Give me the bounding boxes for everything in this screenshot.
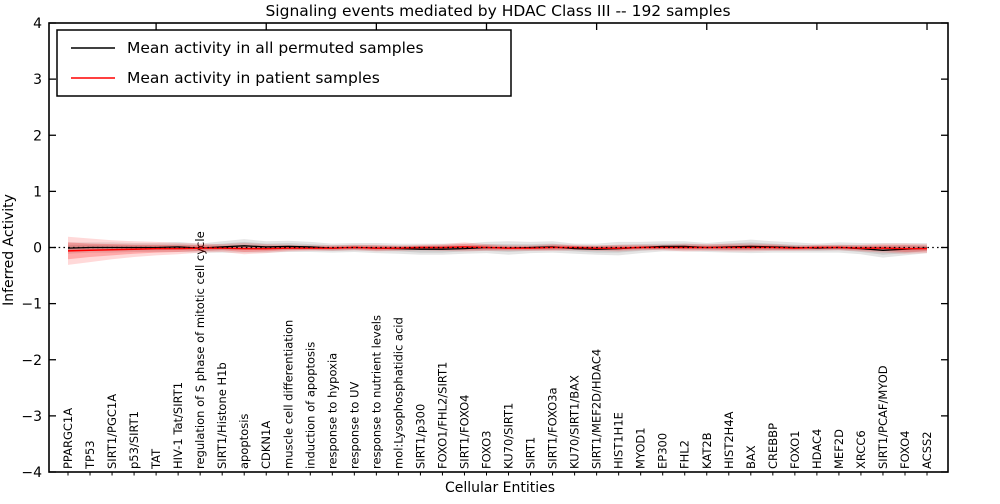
x-tick-label: SIRT1/p300 <box>413 404 427 469</box>
x-tick-label: muscle cell differentiation <box>281 320 295 469</box>
x-tick-label: FOXO1 <box>788 431 802 469</box>
x-tick-label: SIRT1/MEF2D/HDAC4 <box>590 349 604 469</box>
y-axis-label: Inferred Activity <box>1 194 17 306</box>
x-tick-label: CREBBP <box>766 423 780 469</box>
y-tick-label: −3 <box>21 409 42 425</box>
legend-label-permuted: Mean activity in all permuted samples <box>127 39 424 57</box>
y-tick-label: 1 <box>33 184 42 200</box>
legend-label-patient: Mean activity in patient samples <box>127 69 380 87</box>
y-tick-label: 3 <box>33 72 42 88</box>
x-tick-label: PPARGC1A <box>61 408 75 469</box>
x-tick-label: SIRT1/Histone H1b <box>215 362 229 469</box>
x-tick-label: MEF2D <box>832 429 846 469</box>
y-tick-label: 4 <box>33 16 42 32</box>
x-tick-label: apoptosis <box>237 414 251 469</box>
y-tick-label: −1 <box>21 297 42 313</box>
x-tick-label: HIST1H1E <box>612 412 626 469</box>
x-tick-label: TP53 <box>83 440 97 470</box>
x-tick-label: ACSS2 <box>920 431 934 469</box>
x-tick-label: SIRT1 <box>524 437 538 469</box>
x-tick-label: HIST2H4A <box>722 411 736 469</box>
x-tick-label: TAT <box>149 448 163 470</box>
x-tick-label: KU70/SIRT1/BAX <box>568 375 582 469</box>
x-tick-label: response to nutrient levels <box>369 315 383 469</box>
x-tick-label: EP300 <box>656 433 670 469</box>
x-tick-label: MYOD1 <box>634 427 648 469</box>
x-tick-label: SIRT1/FOXO4 <box>458 394 472 469</box>
y-tick-label: −4 <box>21 465 42 481</box>
x-tick-label: FOXO1/FHL2/SIRT1 <box>435 362 449 469</box>
x-tick-label: HDAC4 <box>810 429 824 469</box>
x-tick-label: SIRT1/FOXO3a <box>546 387 560 469</box>
x-tick-label: regulation of S phase of mitotic cell cy… <box>193 231 207 469</box>
data-layer <box>49 236 948 265</box>
chart-title: Signaling events mediated by HDAC Class … <box>265 2 730 20</box>
x-tick-label: BAX <box>744 445 758 469</box>
x-tick-label: KU70/SIRT1 <box>502 403 516 469</box>
x-tick-label: SIRT1/PGC1A <box>105 394 119 469</box>
x-tick-label: induction of apoptosis <box>303 342 317 469</box>
x-tick-label: FOXO4 <box>898 431 912 469</box>
x-tick-label: XRCC6 <box>854 430 868 469</box>
x-tick-label: mol:Lysophosphatidic acid <box>391 317 405 469</box>
x-tick-label: response to UV <box>347 381 361 469</box>
x-tick-label: HIV-1 Tat/SIRT1 <box>171 382 185 469</box>
x-tick-label: KAT2B <box>700 432 714 469</box>
legend: Mean activity in all permuted samples Me… <box>56 29 512 97</box>
x-tick-label: FHL2 <box>678 440 692 469</box>
legend-box <box>56 29 512 97</box>
x-tick-label: SIRT1/PCAF/MYOD <box>876 365 890 469</box>
axis-ticks: −4 −3 −2 −1 0 1 2 3 4 <box>21 16 948 481</box>
y-tick-label: −2 <box>21 353 42 369</box>
y-tick-label: 2 <box>33 128 42 144</box>
x-axis-label: Cellular Entities <box>445 480 555 496</box>
x-tick-label: response to hypoxia <box>325 353 339 469</box>
y-tick-label: 0 <box>33 241 42 257</box>
x-tick-label: p53/SIRT1 <box>127 411 141 469</box>
x-tick-labels: PPARGC1A TP53 SIRT1/PGC1A p53/SIRT1 TAT HIV-1… <box>61 231 934 470</box>
x-tick-label: CDKN1A <box>259 421 273 469</box>
band-outer <box>68 236 927 265</box>
x-tick-label: FOXO3 <box>480 431 494 469</box>
